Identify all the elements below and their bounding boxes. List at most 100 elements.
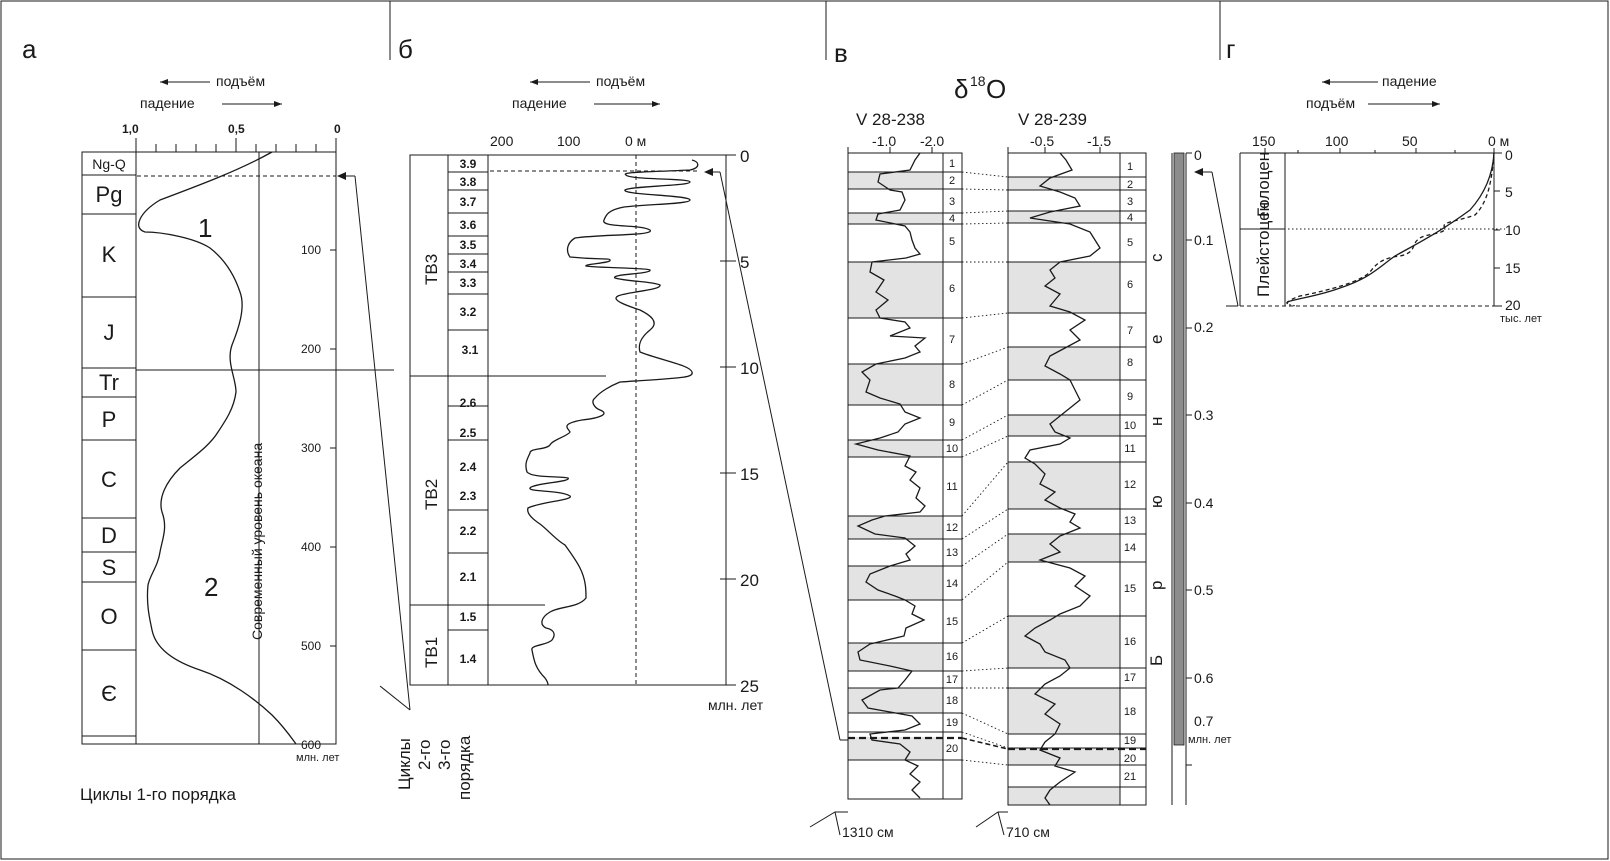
panel-g-age-axis: 0 5 10 15 20 тыс. лет	[1494, 147, 1542, 325]
panel-b-third-label: 3-го	[435, 740, 454, 770]
panel-g-arrow-bottom: подъём	[1306, 95, 1355, 111]
left-stage-20: 20	[946, 743, 958, 755]
depth-left-label: 1310 см	[842, 824, 894, 840]
panel-a-letter: а	[22, 34, 37, 64]
cycle-3-3: 3.3	[460, 276, 477, 290]
right-stage-1: 1	[1127, 161, 1133, 173]
panel-g-top-axis	[1264, 148, 1495, 153]
cycle-1-5: 1.5	[460, 610, 477, 624]
right-stage-3: 3	[1127, 196, 1133, 208]
cycle-3-1: 3.1	[462, 343, 479, 357]
cycle-3-5: 3.5	[460, 238, 477, 252]
core-right-label: V 28-239	[1018, 110, 1087, 129]
panel-b-tick-100: 100	[557, 133, 581, 149]
panel-a-tick-05: 0,5	[228, 122, 245, 136]
right-stage-12: 12	[1124, 479, 1136, 491]
g-tick-0: 0 м	[1488, 133, 1509, 149]
left-stage-15: 15	[946, 616, 958, 628]
period-k: K	[102, 242, 117, 267]
left-stage-11: 11	[946, 481, 957, 493]
left-stage-19: 19	[946, 717, 958, 729]
cycle-2-3: 2.3	[460, 489, 477, 503]
left-stage-1: 1	[949, 158, 955, 170]
arrow-fall-g-head	[1322, 79, 1330, 85]
v-age-01: 0.1	[1194, 232, 1214, 248]
panel-a-age-axis: 100 200 300 400 500 600 млн. лет	[296, 243, 339, 764]
correlation-lines	[961, 171, 1009, 766]
panel-b-plot-area	[409, 154, 727, 686]
left-stage-14: 14	[946, 578, 958, 590]
periods-column	[81, 151, 137, 745]
right-stage-20: 20	[1124, 753, 1136, 765]
sea-level-solid-curve	[1286, 152, 1495, 303]
right-tick-1: -0.5	[1030, 133, 1054, 149]
left-tick-1: -1.0	[872, 133, 896, 149]
g-age-0: 0	[1505, 147, 1513, 163]
depth-right-label: 710 см	[1006, 824, 1050, 840]
arrow-fall-b-head	[652, 101, 660, 107]
cycle-3-4: 3.4	[460, 257, 477, 271]
arrow-into-b-head	[704, 168, 713, 176]
brunhes-column: Б р ю н е с	[1147, 152, 1187, 805]
cycle-2-6: 2.6	[460, 396, 477, 410]
depth-arrow-right	[975, 811, 1008, 828]
cycle-2-4: 2.4	[460, 460, 477, 474]
cycle-2-5: 2.5	[460, 426, 477, 440]
left-stage-12: 12	[946, 522, 958, 534]
cycle-2-2: 2.2	[460, 524, 477, 538]
core-right: 1 2 3 4 5 6 7 8 9 10 11 12 13 14 15 16 1…	[1007, 147, 1147, 806]
g-tick-100: 100	[1325, 133, 1349, 149]
age-600: 600	[301, 738, 321, 752]
panel-b-arrow-top: подъём	[596, 73, 645, 89]
right-tick-2: -1.5	[1087, 133, 1111, 149]
arrow-rise-b-head	[530, 79, 538, 85]
left-stage-16: 16	[946, 651, 958, 663]
panel-g-arrow-top: падение	[1382, 73, 1437, 89]
period-o: O	[100, 604, 117, 629]
region-label-2: 2	[204, 572, 218, 602]
right-stage-6: 6	[1127, 279, 1133, 291]
panel-v-title-o: O	[986, 74, 1006, 104]
region-label-1: 1	[198, 213, 212, 243]
right-stage-21: 21	[1124, 771, 1136, 783]
panel-b-letter: б	[398, 34, 413, 64]
age-200: 200	[301, 342, 321, 356]
panel-b-cycles-label: Циклы	[395, 738, 414, 790]
panel-a-top-axis	[135, 138, 337, 153]
cycle-tv2: ТВ2	[422, 479, 441, 510]
cycle-tv1: ТВ1	[422, 637, 441, 668]
left-stage-13: 13	[946, 547, 958, 559]
g-age-10: 10	[1505, 222, 1521, 238]
right-stage-15: 15	[1124, 583, 1136, 595]
depth-5: 5	[740, 253, 749, 272]
period-d: D	[101, 523, 117, 548]
right-stage-4: 4	[1127, 212, 1133, 224]
panel-b-tick-0: 0 м	[625, 133, 646, 149]
panel-b-order-label: порядка	[455, 735, 474, 800]
age-500: 500	[301, 639, 321, 653]
right-stage-8: 8	[1127, 357, 1133, 369]
link-a-b-lower	[379, 685, 411, 711]
period-j: J	[104, 320, 115, 345]
left-stage-17: 17	[946, 674, 958, 686]
period-s: S	[102, 555, 117, 580]
cycle-3-8: 3.8	[460, 175, 477, 189]
panel-b-depth-unit: млн. лет	[708, 697, 764, 713]
left-stage-9: 9	[949, 417, 955, 429]
g-tick-50: 50	[1402, 133, 1418, 149]
panel-a-arrow-bottom: падение	[140, 95, 195, 111]
panel-g: г падение подъём 150 100 50 0 м	[1226, 34, 1542, 325]
depth-10: 10	[740, 359, 759, 378]
arrow-fall-a-head	[274, 101, 282, 107]
right-d18o-curve	[1023, 152, 1101, 806]
brunhes-4: н	[1147, 417, 1166, 426]
g-tick-150: 150	[1252, 133, 1276, 149]
arrow-into-a-head	[337, 172, 346, 180]
second-third-order-curve	[525, 159, 699, 686]
period-tr: Tr	[99, 370, 119, 395]
panel-a-age-unit: млн. лет	[296, 752, 339, 764]
panel-v-title-delta: δ	[954, 74, 968, 104]
panel-v-letter: в	[834, 38, 848, 68]
cycle-3-7: 3.7	[460, 195, 477, 209]
